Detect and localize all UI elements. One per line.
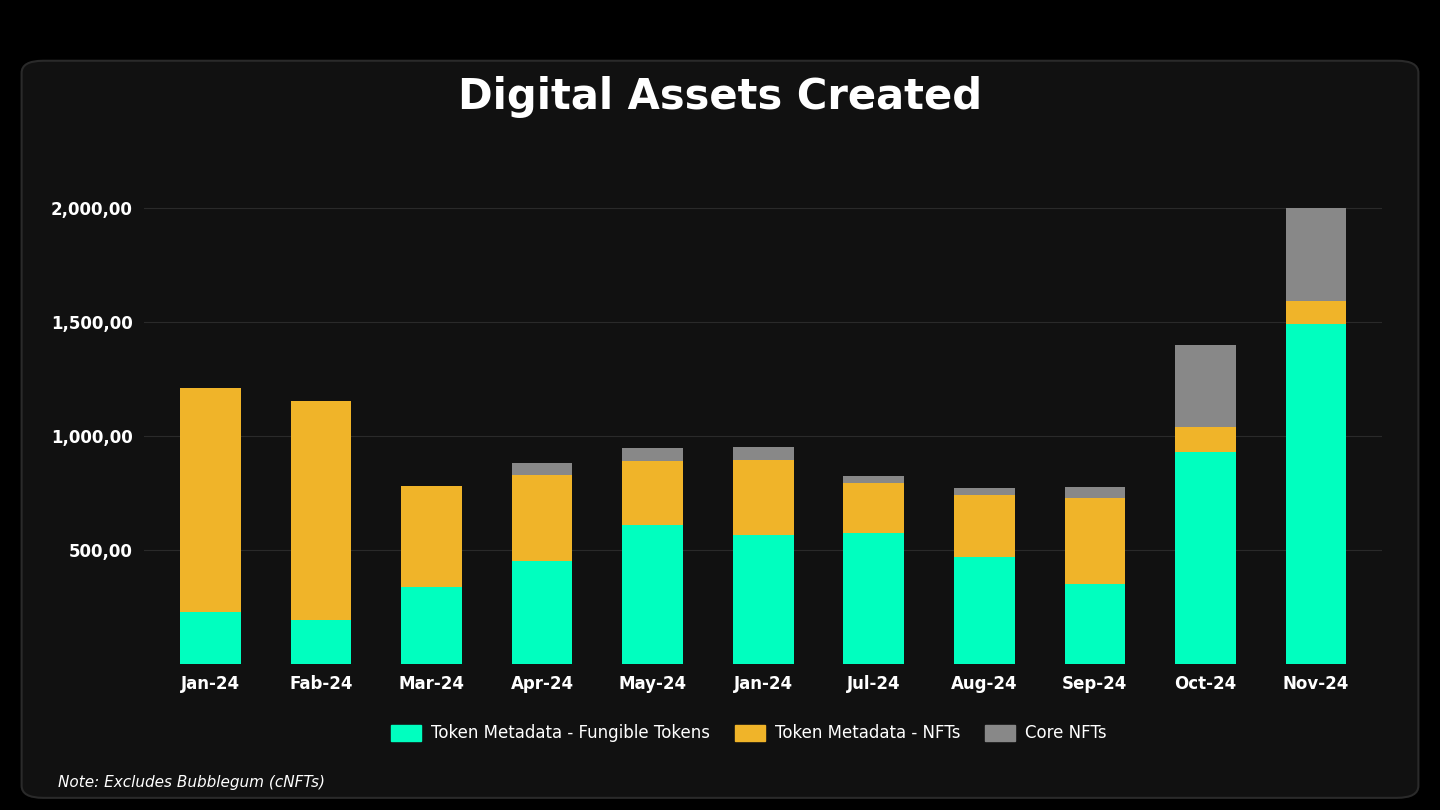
Text: Note: Excludes Bubblegum (cNFTs): Note: Excludes Bubblegum (cNFTs) bbox=[58, 774, 324, 790]
Bar bbox=[1286, 324, 1346, 664]
Bar bbox=[953, 495, 1015, 557]
Bar bbox=[733, 447, 793, 460]
Bar bbox=[291, 620, 351, 664]
Bar bbox=[511, 463, 573, 475]
Bar bbox=[1286, 207, 1346, 301]
Bar bbox=[844, 476, 904, 483]
Bar bbox=[291, 400, 351, 620]
Bar bbox=[1064, 488, 1125, 497]
Bar bbox=[622, 525, 683, 664]
Bar bbox=[180, 388, 240, 612]
Bar bbox=[1064, 497, 1125, 584]
Bar bbox=[844, 533, 904, 664]
Bar bbox=[1064, 584, 1125, 664]
Bar bbox=[733, 460, 793, 535]
Bar bbox=[953, 557, 1015, 664]
Bar bbox=[402, 486, 462, 586]
Bar bbox=[622, 461, 683, 525]
Bar bbox=[402, 586, 462, 664]
Legend: Token Metadata - Fungible Tokens, Token Metadata - NFTs, Core NFTs: Token Metadata - Fungible Tokens, Token … bbox=[384, 718, 1113, 749]
Bar bbox=[1175, 344, 1236, 427]
Bar bbox=[511, 561, 573, 664]
Bar bbox=[844, 483, 904, 533]
Bar bbox=[1175, 452, 1236, 664]
Bar bbox=[1175, 427, 1236, 452]
Text: Digital Assets Created: Digital Assets Created bbox=[458, 76, 982, 118]
Bar bbox=[511, 475, 573, 561]
Bar bbox=[733, 535, 793, 664]
Bar bbox=[953, 488, 1015, 495]
Bar bbox=[622, 449, 683, 461]
Bar bbox=[1286, 301, 1346, 324]
Bar bbox=[180, 612, 240, 664]
